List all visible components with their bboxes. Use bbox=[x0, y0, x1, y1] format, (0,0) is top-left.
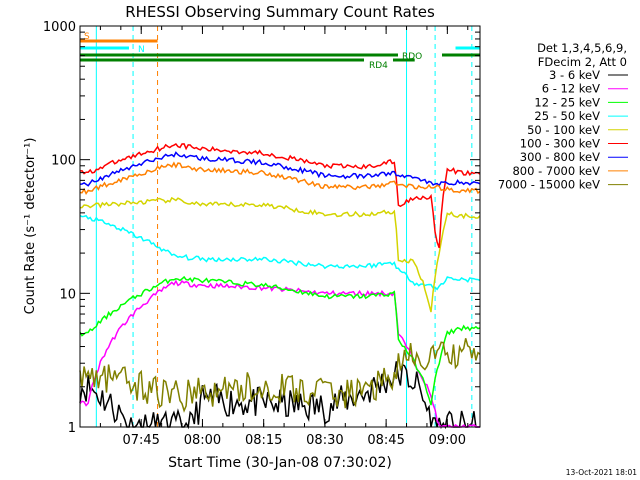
x-tick-label: 07:45 bbox=[122, 433, 159, 448]
series-line-7 bbox=[79, 161, 481, 196]
x-tick-label: 09:00 bbox=[429, 433, 466, 448]
x-tick-label: 08:00 bbox=[184, 433, 221, 448]
series-line-6 bbox=[79, 151, 481, 187]
plot-frame bbox=[79, 25, 481, 428]
status-bars: S N RDO RD4 bbox=[80, 32, 480, 71]
legend-header-1: Det 1,3,4,5,6,9, bbox=[537, 41, 627, 55]
legend-label: 800 - 7000 keV bbox=[512, 164, 600, 178]
footer-date: 13-Oct-2021 18:01 bbox=[566, 468, 637, 477]
y-tick-label: 100 bbox=[51, 154, 76, 169]
status-label-s: S bbox=[84, 32, 90, 42]
series-line-0 bbox=[79, 361, 480, 430]
series-line-4 bbox=[79, 196, 481, 313]
legend-label: 300 - 800 keV bbox=[520, 150, 600, 164]
y-tick-label: 1 bbox=[68, 421, 76, 436]
series-line-8 bbox=[79, 338, 481, 413]
legend-label: 3 - 6 keV bbox=[549, 68, 600, 82]
series-lines bbox=[79, 143, 481, 430]
y-axis-label: Count Rate (s⁻¹ detector⁻¹) bbox=[23, 138, 38, 315]
axis-ticks: 1 10 100 1000 07:45 08:00 08:15 08:30 08:45 09:00 bbox=[43, 20, 480, 448]
y-tick-label: 1000 bbox=[43, 20, 76, 35]
chart-title: RHESSI Observing Summary Count Rates bbox=[125, 3, 435, 21]
x-axis-label: Start Time (30-Jan-08 07:30:02) bbox=[168, 455, 392, 471]
legend-label: 100 - 300 keV bbox=[520, 137, 600, 151]
legend-label: 7000 - 15000 keV bbox=[498, 178, 600, 192]
legend-header-2: FDecim 2, Att 0 bbox=[538, 55, 627, 69]
vertical-markers bbox=[95, 26, 473, 427]
legend-label: 25 - 50 keV bbox=[534, 109, 600, 123]
x-tick-label: 08:15 bbox=[245, 433, 282, 448]
series-line-5 bbox=[79, 143, 481, 249]
legend-label: 6 - 12 keV bbox=[542, 82, 600, 96]
x-tick-label: 08:45 bbox=[367, 433, 404, 448]
legend-label: 50 - 100 keV bbox=[527, 123, 600, 137]
status-label-n: N bbox=[138, 45, 145, 55]
legend-label: 12 - 25 keV bbox=[534, 95, 600, 109]
series-line-3 bbox=[79, 214, 481, 291]
y-tick-label: 10 bbox=[59, 287, 76, 302]
status-label-rdo: RDO bbox=[402, 52, 422, 62]
x-tick-label: 08:30 bbox=[306, 433, 343, 448]
status-label-rd4: RD4 bbox=[369, 61, 388, 71]
series-line-2 bbox=[79, 275, 481, 406]
